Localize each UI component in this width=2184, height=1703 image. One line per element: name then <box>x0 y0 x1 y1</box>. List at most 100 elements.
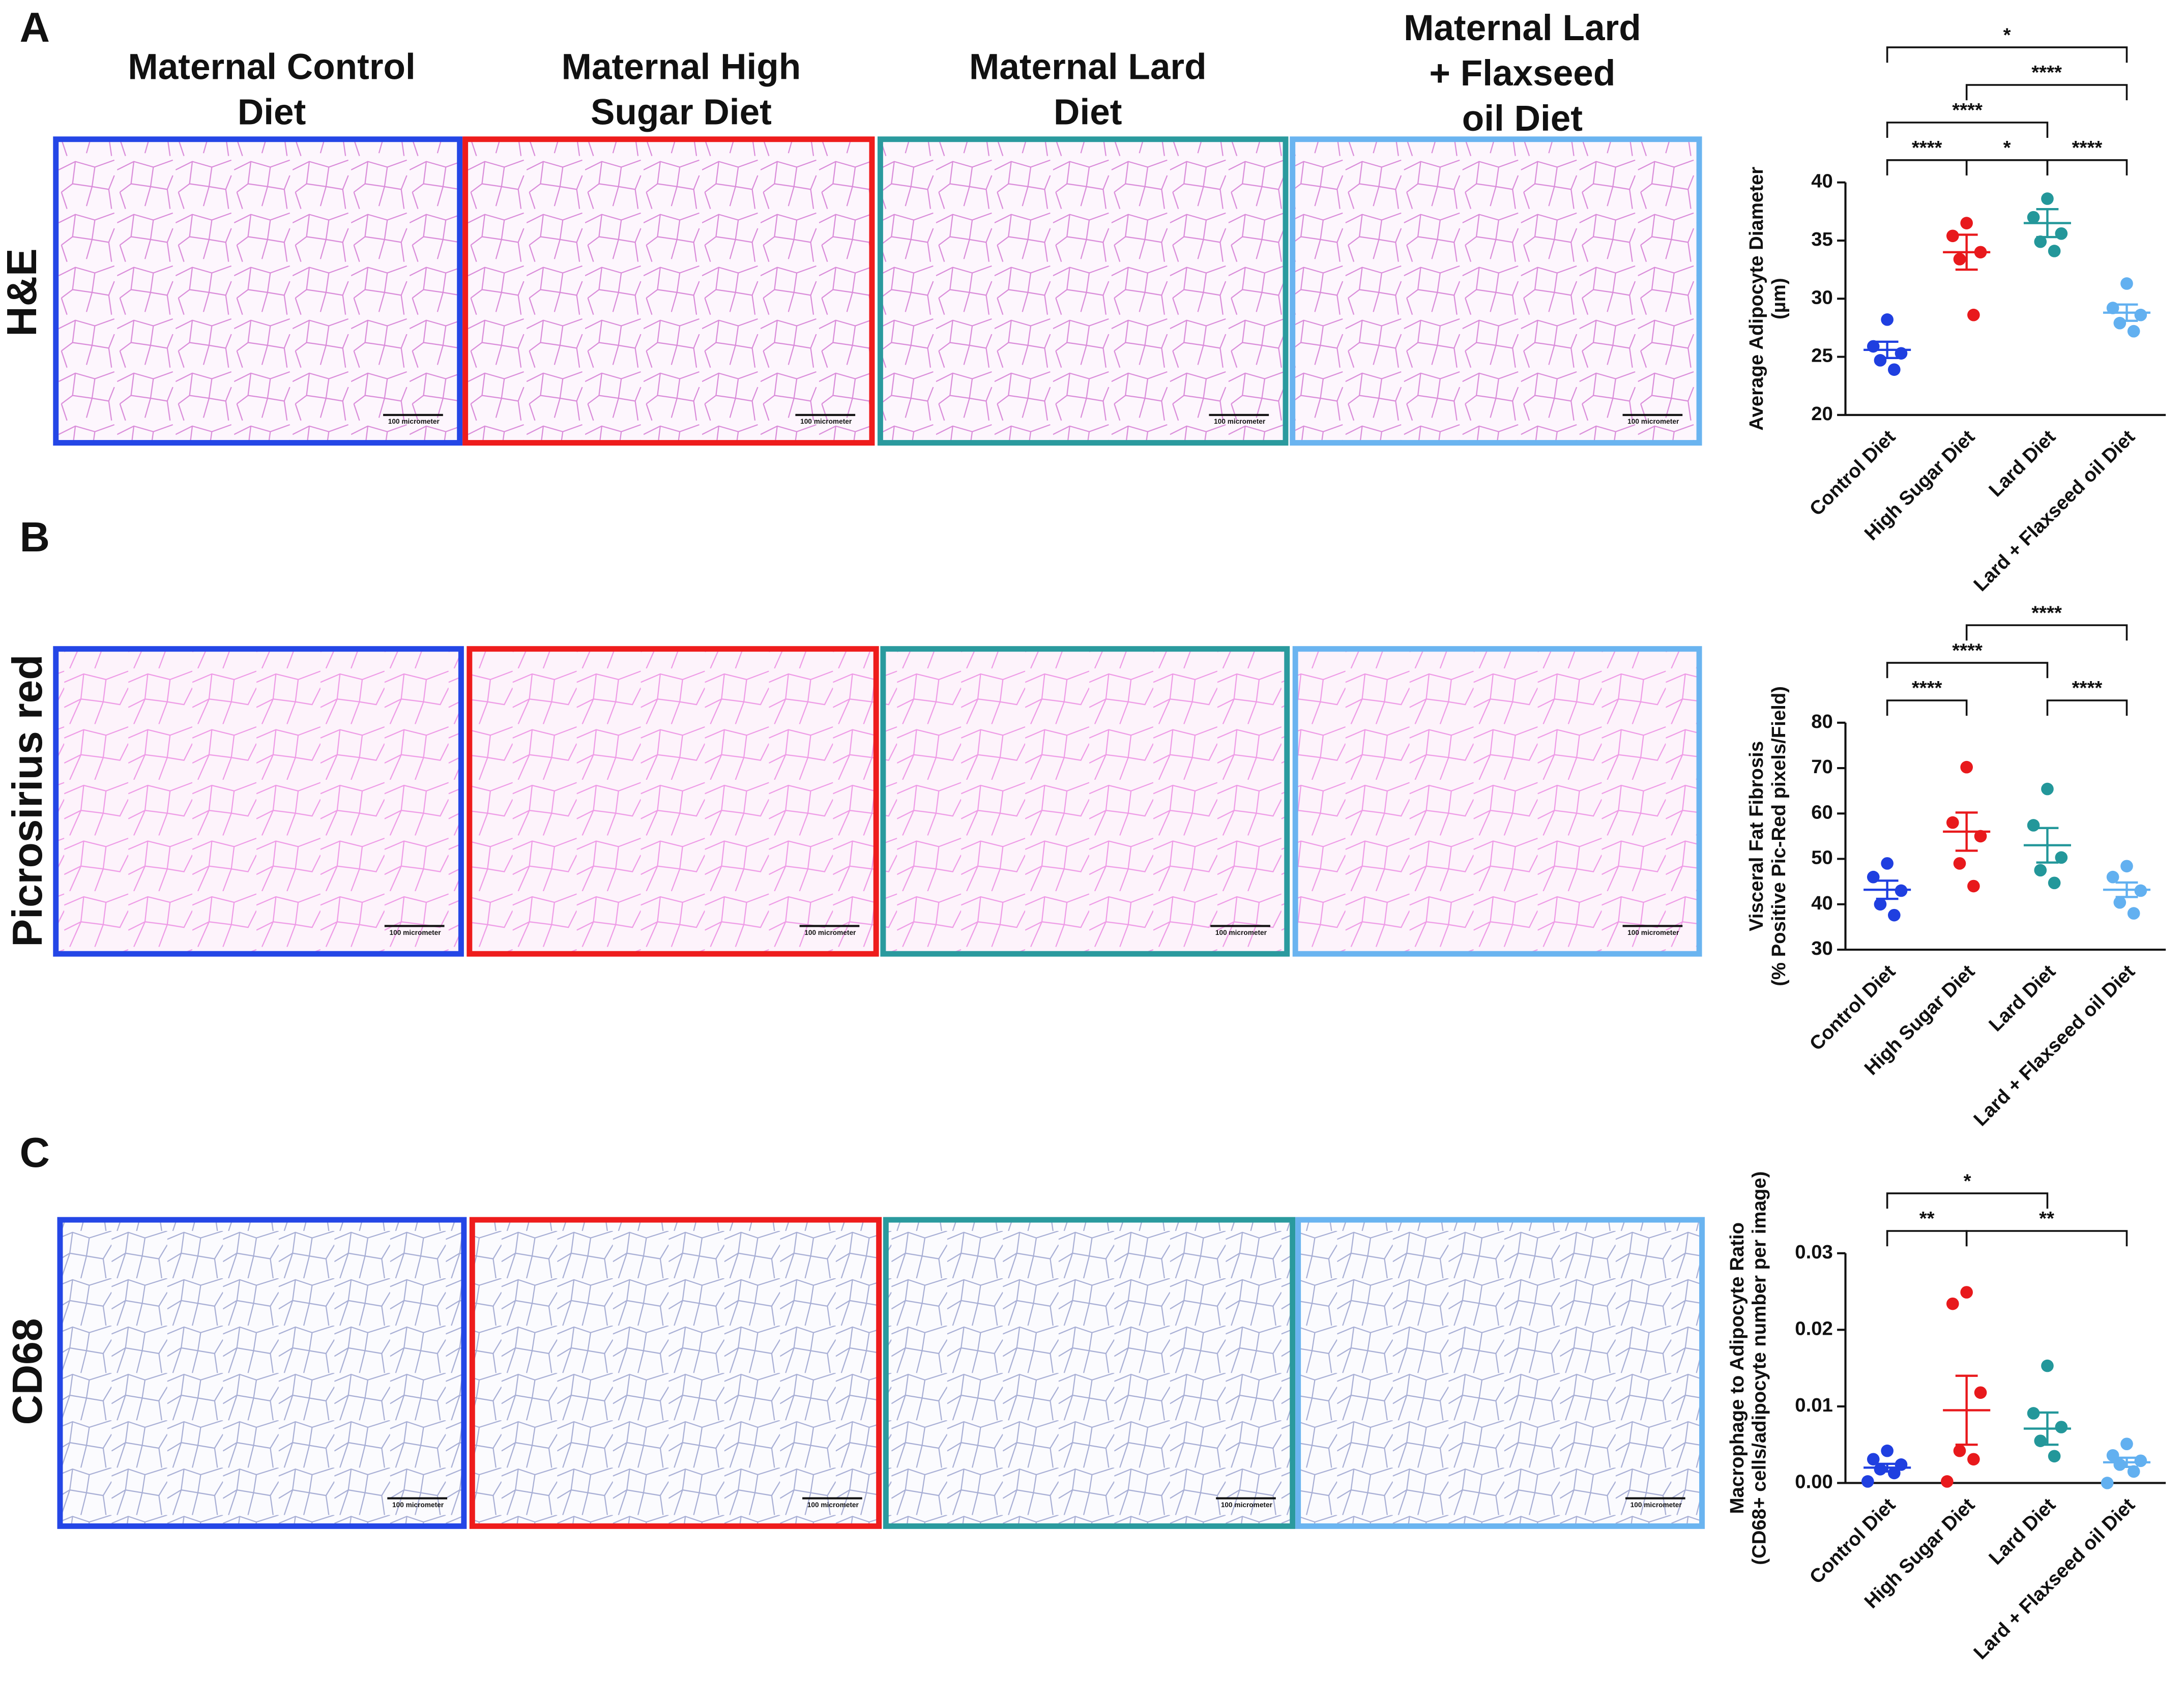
significance-label: * <box>1964 1170 1971 1192</box>
scale-bar-label: 100 micrometer <box>390 929 442 936</box>
data-point <box>2055 851 2068 864</box>
data-point <box>2048 876 2061 890</box>
significance-bracket <box>1886 662 2049 679</box>
data-point <box>2027 1407 2040 1420</box>
row-label: CD68 <box>5 1318 51 1425</box>
data-point <box>1974 1386 1987 1399</box>
significance-label: **** <box>1952 639 1983 661</box>
x-tick-label: Lard Diet <box>1985 960 2060 1036</box>
data-point <box>2034 235 2047 248</box>
x-tick-label: Lard + Flaxseed oil Diet <box>1969 426 2139 596</box>
significance-label: **** <box>2072 137 2103 159</box>
significance-label: **** <box>1912 137 1942 159</box>
data-point <box>2134 1454 2147 1467</box>
scale-bar-label: 100 micrometer <box>1627 418 1679 425</box>
data-point <box>1881 1444 1894 1457</box>
y-tick-label: 20 <box>1811 403 1833 425</box>
y-axis-label: Average Adipocyte Diameter <box>1745 167 1767 431</box>
significance-label: **** <box>1912 677 1942 699</box>
y-tick-label: 60 <box>1811 801 1833 823</box>
data-point <box>1953 1444 1966 1457</box>
micrograph <box>53 646 464 957</box>
data-point <box>2113 316 2127 330</box>
data-point <box>2041 782 2054 796</box>
significance-label: * <box>2003 24 2011 46</box>
data-point <box>2101 1477 2114 1489</box>
data-point <box>2055 227 2068 240</box>
data-point <box>2134 884 2147 897</box>
data-point <box>1874 1463 1887 1476</box>
scale-bar-label: 100 micrometer <box>804 929 856 936</box>
significance-bracket <box>2046 159 2128 175</box>
data-point <box>1881 857 1894 870</box>
y-tick-label: 0.00 <box>1795 1471 1833 1493</box>
data-point <box>2048 245 2061 257</box>
panel-label: C <box>20 1130 50 1176</box>
data-point <box>2127 907 2140 920</box>
scale-bar-label: 100 micrometer <box>800 418 852 425</box>
significance-label: **** <box>2031 62 2062 83</box>
y-tick-label: 40 <box>1811 170 1833 192</box>
data-point <box>2106 302 2119 314</box>
column-title: Sugar Diet <box>591 93 772 133</box>
significance-label: **** <box>2031 602 2062 624</box>
scale-bar-label: 100 micrometer <box>1214 418 1266 425</box>
y-axis-label: (CD68+ cells/adipocyte number per image) <box>1749 1171 1770 1565</box>
data-point <box>1967 879 1980 893</box>
data-point <box>1887 908 1901 922</box>
y-tick-label: 30 <box>1811 286 1833 308</box>
data-point <box>1861 1475 1874 1488</box>
panel-label: B <box>20 514 50 561</box>
significance-bracket <box>1965 84 2128 101</box>
column-title: Maternal Lard <box>969 47 1207 87</box>
scale-bar-label: 100 micrometer <box>1630 1501 1682 1509</box>
significance-label: * <box>2003 137 2011 159</box>
data-point <box>2113 896 2127 909</box>
data-point <box>1895 884 1908 897</box>
data-point <box>2055 1421 2068 1433</box>
data-point <box>1960 217 1973 229</box>
y-axis-label: (µm) <box>1768 278 1790 319</box>
micrograph <box>57 1217 467 1529</box>
significance-bracket <box>1965 624 2128 641</box>
data-point <box>2127 1465 2140 1478</box>
column-title: Diet <box>1054 93 1122 133</box>
y-tick-label: 80 <box>1811 711 1833 732</box>
x-tick-label: Lard Diet <box>1985 426 2060 501</box>
data-point <box>2034 864 2047 877</box>
y-tick-label: 70 <box>1811 756 1833 778</box>
data-point <box>1887 1466 1901 1480</box>
scale-bar-label: 100 micrometer <box>392 1501 444 1509</box>
y-tick-label: 40 <box>1811 892 1833 914</box>
significance-bracket <box>1886 46 2128 63</box>
data-point <box>2041 1359 2054 1372</box>
significance-bracket <box>1886 122 2049 138</box>
y-tick-label: 35 <box>1811 228 1833 250</box>
column-title: Maternal High <box>562 47 801 87</box>
data-point <box>1960 760 1973 774</box>
data-point <box>1881 313 1894 326</box>
data-point <box>1946 229 1959 243</box>
data-point <box>2120 277 2133 290</box>
micrograph <box>1292 646 1702 957</box>
data-point <box>2134 308 2147 321</box>
significance-label: ** <box>1919 1208 1935 1229</box>
scale-bar-label: 100 micrometer <box>1221 1501 1273 1509</box>
column-title: Diet <box>238 93 306 133</box>
y-tick-label: 0.01 <box>1795 1394 1833 1416</box>
data-point <box>2113 1458 2127 1471</box>
significance-label: **** <box>1952 99 1983 121</box>
data-point <box>1953 253 1966 266</box>
significance-bracket <box>1965 159 2049 175</box>
micrograph <box>880 646 1290 957</box>
data-point <box>1887 363 1901 376</box>
data-point <box>1960 1286 1973 1299</box>
data-point <box>2120 1437 2133 1451</box>
y-axis-label: Visceral Fat Fibrosis <box>1745 741 1767 931</box>
data-point <box>1867 340 1880 353</box>
data-point <box>1867 870 1880 884</box>
y-tick-label: 50 <box>1811 847 1833 869</box>
column-title: oil Diet <box>1462 99 1583 139</box>
column-title: + Flaxseed <box>1429 53 1615 94</box>
